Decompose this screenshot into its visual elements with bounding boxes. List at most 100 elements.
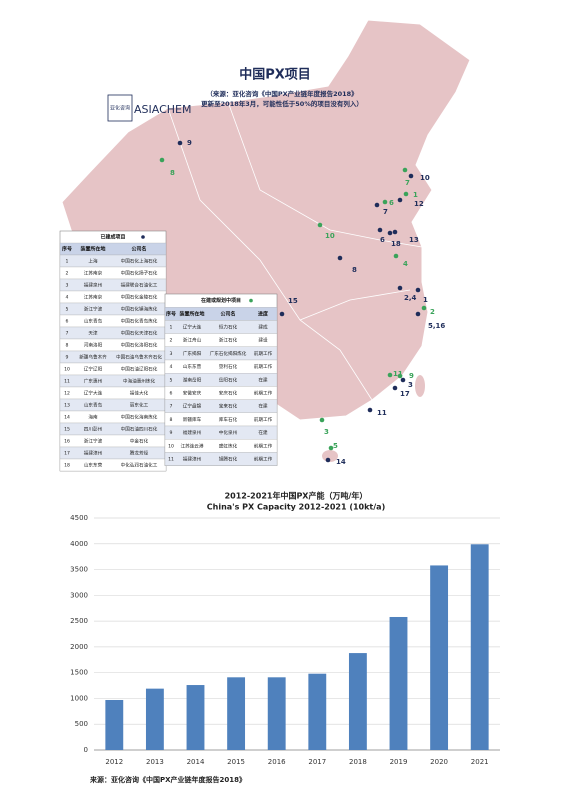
bar [227, 677, 246, 750]
project-marker [319, 417, 325, 423]
table-cell: 前期工作 [254, 363, 273, 370]
table-cell: 14 [64, 415, 70, 421]
project-marker [393, 253, 399, 259]
table-cell: 新疆乌鲁木齐 [79, 354, 107, 361]
table-cell: 新疆库车 [183, 416, 202, 423]
table-cell: 宝来石化 [219, 403, 238, 410]
province-border [299, 289, 411, 321]
table-cell: 中国石化镇海炼化 [121, 306, 158, 313]
province-border [227, 101, 423, 248]
table-cell: 浙江宁波 [84, 306, 103, 313]
project-marker [337, 255, 343, 261]
table-cell: 中国石化金陵石化 [121, 294, 158, 301]
table-cell: 旭腾石化 [219, 456, 238, 463]
project-marker [377, 227, 383, 233]
table-cell: 1 [66, 259, 69, 265]
table-cell: 山东东营 [84, 462, 103, 469]
table-cell: 海南 [88, 414, 98, 421]
project-marker [392, 229, 398, 235]
marker-label: 17 [400, 390, 410, 398]
table-cell: 广东石化揭阳炼化 [210, 350, 247, 357]
table-cell: 中国石油乌鲁木齐石化 [116, 354, 162, 361]
y-tick-label: 0 [84, 746, 88, 754]
table-cell: 在建 [258, 403, 268, 410]
marker-label: 6 [380, 236, 385, 244]
project-marker [403, 191, 409, 197]
logo-en: ASIACHEM [134, 103, 191, 116]
table-cell: 9 [170, 430, 173, 436]
table-row [59, 398, 167, 412]
x-tick-label: 2021 [471, 758, 489, 766]
marker-label: 3 [408, 381, 413, 389]
marker-label: 5 [333, 442, 338, 450]
bar [348, 653, 367, 750]
table-cell: 福佳大化 [130, 390, 149, 397]
table-cell: 前期工作 [254, 456, 273, 463]
y-tick-label: 4000 [70, 540, 88, 548]
legend-dot [141, 235, 145, 239]
marker-label: 14 [336, 458, 346, 466]
table-cell: 福建漳州 [183, 456, 202, 463]
table-cell: 垦利石化 [219, 363, 238, 370]
logo-box [107, 94, 133, 122]
table-cell: 中国石化上海石化 [121, 258, 158, 265]
project-marker [382, 199, 388, 205]
table-cell: 在建 [258, 429, 268, 436]
project-marker [397, 373, 403, 379]
marker-label: 4 [403, 260, 408, 268]
table-cell: 1 [170, 325, 173, 331]
project-marker [392, 385, 398, 391]
table-cell: 在建 [258, 376, 268, 383]
x-tick-label: 2019 [390, 758, 408, 766]
project-marker [415, 287, 421, 293]
table-cell: 福建泉州 [84, 282, 103, 289]
table-cell: 进度 [258, 310, 269, 317]
table-cell: 山东青岛 [84, 318, 103, 325]
x-tick-label: 2017 [308, 758, 326, 766]
table-cell: 辽宁盘锦 [183, 403, 202, 410]
chart-title: 2012-2021年中国PX产能（万吨/年） [225, 491, 368, 501]
table-cell: 中国石化扬子石化 [121, 270, 158, 277]
marker-label: 8 [352, 266, 357, 274]
table-cell: 中化泉州 [219, 429, 238, 436]
project-marker [387, 372, 393, 378]
table-cell: 2 [170, 338, 173, 344]
table-cell: 前期工作 [254, 442, 273, 449]
table-cell: 11 [64, 379, 70, 385]
table-cell: 16 [64, 439, 70, 445]
marker-label: 18 [391, 240, 401, 248]
table-cell: 公司名 [131, 246, 146, 253]
map-title: 中国PX项目 [239, 67, 311, 83]
bar [389, 616, 408, 750]
table-row [59, 242, 167, 256]
table-cell: 河南洛阳 [84, 342, 103, 349]
table-cell: 8 [66, 343, 69, 349]
marker-label: 7 [405, 179, 410, 187]
marker-label: 11 [377, 409, 387, 417]
marker-label: 15 [288, 297, 298, 305]
table-cell: 7 [170, 404, 173, 410]
y-tick-label: 2500 [70, 617, 88, 625]
table-cell: 装置所在地 [178, 310, 204, 317]
table-cell: 前期工作 [254, 350, 273, 357]
marker-label: 11 [393, 370, 403, 378]
table-cell: 8 [170, 417, 173, 423]
marker-label: 2 [430, 308, 435, 316]
table-cell: 辽宁大连 [183, 324, 202, 331]
table-cell: 丽东化工 [130, 402, 149, 409]
table-cell: 湖南岳阳 [183, 376, 202, 383]
table-cell: 13 [64, 403, 70, 409]
table-cell: 3 [170, 351, 173, 357]
table-cell: 4 [170, 364, 173, 370]
table-cell: 装置所在地 [79, 246, 105, 253]
project-marker [397, 197, 403, 203]
table-cell: 公司名 [220, 310, 235, 317]
project-marker [402, 167, 408, 173]
table-cell: 10 [168, 443, 174, 449]
table-cell: 浙江舟山 [183, 337, 202, 344]
project-marker [159, 157, 165, 163]
logo-cn: 亚化咨询 [110, 105, 130, 112]
table-cell: 广东揭阳 [183, 350, 202, 357]
project-marker [374, 202, 380, 208]
